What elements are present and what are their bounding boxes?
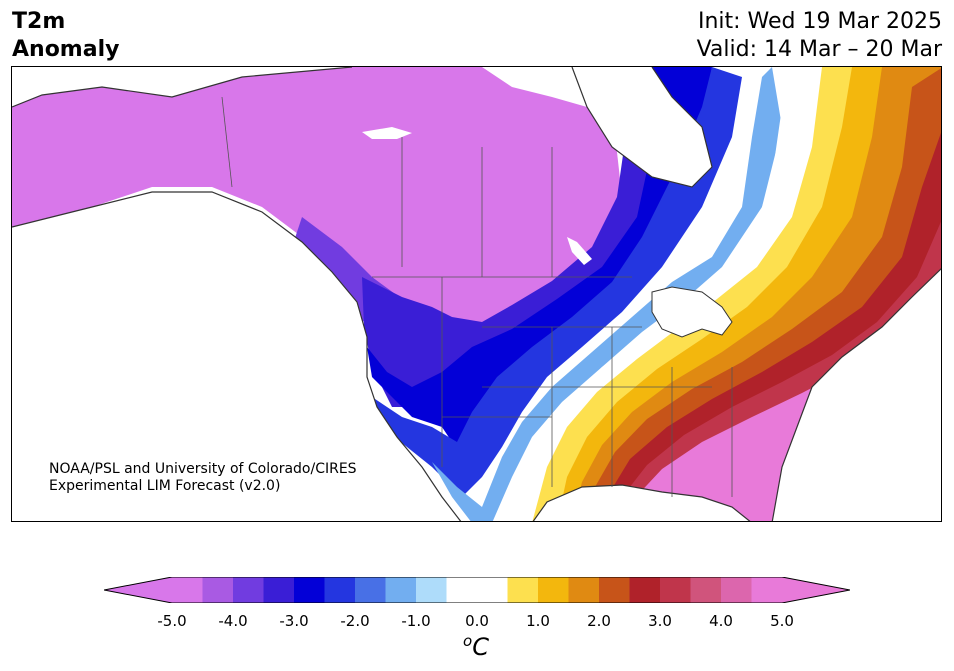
colorbar-tick-label: -4.0 [218,612,248,630]
colorbar-unit-letter: C [472,633,489,661]
region-cold-band-2 [362,67,672,407]
colorbar-swatch [263,577,295,603]
gulf-of-mexico [533,485,750,521]
init-date: Init: Wed 19 Mar 2025 [697,9,942,34]
colorbar-swatch [416,577,447,603]
colorbar-unit-degree: o [463,632,473,650]
colorbar [104,577,850,603]
colorbar-tick-label: 0.0 [465,612,489,630]
colorbar-swatch [507,577,539,603]
great-slave-lake [362,127,412,139]
colorbar-swatch [721,577,752,603]
colorbar-swatch [446,577,478,603]
colorbar-tick-label: 1.0 [526,612,550,630]
forecast-dates: Init: Wed 19 Mar 2025 Valid: 14 Mar – 20… [697,8,942,64]
colorbar-swatch [568,577,600,603]
political-borders [221,96,733,497]
colorbar-tick-label: -3.0 [279,612,309,630]
colorbar-swatch [477,577,508,603]
colorbar-swatch [385,577,417,603]
colorbar-extend-high [782,577,850,603]
region-cold-band-4 [372,67,742,497]
credit-line-2: Experimental LIM Forecast (v2.0) [49,478,281,494]
colorbar-extend-low [104,577,172,603]
colorbar-tick-label: 2.0 [587,612,611,630]
atlantic-ocean [772,268,941,521]
colorbar-swatch [690,577,722,603]
colorbar-tick-label: 5.0 [770,612,794,630]
valid-date: Valid: 14 Mar – 20 Mar [696,37,942,62]
colorbar-swatch [538,577,569,603]
colorbar-swatch [355,577,386,603]
colorbar-tick-label: -1.0 [401,612,431,630]
map-canvas [12,67,941,521]
anomaly-map [11,66,942,522]
colorbar-swatch [294,577,325,603]
colorbar-swatch [629,577,661,603]
lake-winnipeg [567,237,592,265]
colorbar-tick-label: 4.0 [709,612,733,630]
colorbar-swatch [751,577,783,603]
colorbar-tick-label: 3.0 [648,612,672,630]
region-neutral [492,67,812,521]
arctic-north [482,67,587,107]
pacific-ocean [12,192,461,521]
hudson-bay [572,67,712,187]
colorbar-swatch [202,577,234,603]
colorbar-swatch [172,577,203,603]
credit-text: NOAA/PSL and University of Colorado/CIRE… [49,461,357,495]
map-title: T2m Anomaly [12,8,119,64]
colorbar-unit: oC [463,632,489,661]
colorbar-swatch [324,577,356,603]
title-line-1: T2m [12,9,66,34]
coastlines [12,67,941,521]
great-lakes [651,286,733,338]
title-line-2: Anomaly [12,37,120,62]
colorbar-tick-label: -5.0 [157,612,187,630]
colorbar-swatch [660,577,691,603]
colorbar-tick-label: -2.0 [340,612,370,630]
credit-line-1: NOAA/PSL and University of Colorado/CIRE… [49,461,357,477]
colorbar-swatch [233,577,264,603]
colorbar-swatch [599,577,630,603]
